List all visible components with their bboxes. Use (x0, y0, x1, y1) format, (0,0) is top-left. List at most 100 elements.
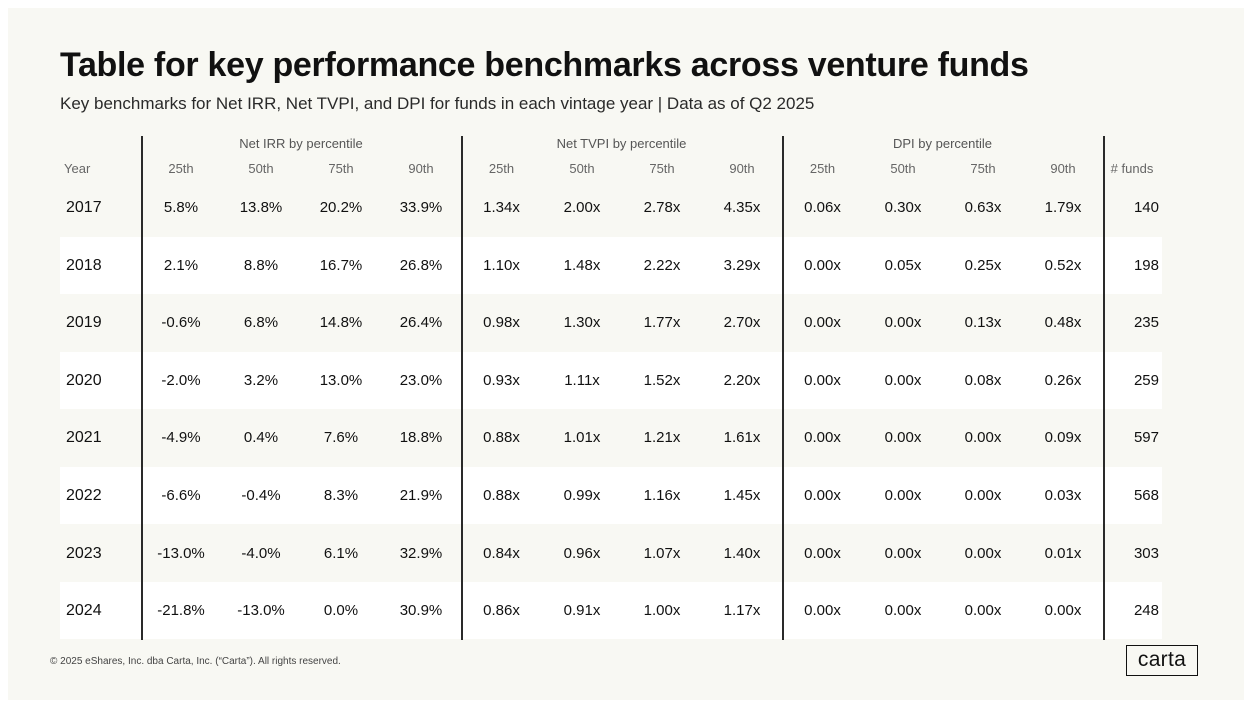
table-cell: 30.9% (399, 602, 443, 620)
percentile-column-header: 25th (809, 161, 836, 176)
table-cell: 0.00x (804, 544, 841, 562)
table-cell: -6.6% (161, 487, 201, 504)
table-cell: 0.63x (964, 199, 1002, 216)
table-cell: 20.2% (319, 199, 363, 216)
table-cell: 13.0% (319, 371, 363, 389)
funds-count-cell: 248 (1133, 602, 1159, 620)
table-cell: 1.48x (563, 256, 601, 274)
table-cell: 6.1% (323, 544, 359, 562)
table-cell: 1.79x (1044, 199, 1082, 216)
table-cell: 2.70x (723, 314, 761, 332)
table-cell: 0.91x (563, 602, 601, 620)
table-cell: 0.08x (964, 371, 1002, 389)
table-cell: 16.7% (319, 256, 363, 274)
table-cell: -4.9% (161, 429, 201, 447)
funds-count-cell: 140 (1133, 199, 1159, 216)
funds-count-cell: 198 (1133, 256, 1159, 274)
funds-count-cell: 568 (1133, 487, 1159, 504)
table-cell: -2.0% (161, 371, 201, 389)
column-divider (782, 136, 784, 640)
table-cell: 0.25x (964, 256, 1002, 274)
table-cell: 1.52x (643, 371, 681, 389)
row-stripe (60, 467, 1162, 524)
table-cell: 4.35x (723, 199, 761, 216)
table-cell: 0.00x (964, 602, 1002, 620)
table-cell: 0.00x (964, 487, 1002, 504)
table-cell: 0.00x (804, 371, 841, 389)
group-header: Net TVPI by percentile (556, 136, 687, 151)
table-cell: 0.01x (1044, 544, 1082, 562)
table-cell: 0.09x (1044, 429, 1082, 447)
table-cell: 0.00x (884, 314, 922, 332)
table-cell: 1.16x (643, 487, 681, 504)
table-cell: 18.8% (399, 429, 443, 447)
table-cell: 23.0% (399, 371, 443, 389)
table-cell: 0.13x (964, 314, 1002, 332)
slide: Table for key performance benchmarks acr… (8, 8, 1244, 700)
row-stripe (60, 582, 1162, 640)
table-cell: 2.00x (563, 199, 601, 216)
row-stripe (60, 351, 1162, 409)
table-cell: 0.52x (1044, 256, 1082, 274)
table-cell: 0.48x (1044, 314, 1082, 332)
table-cell: 0.4% (243, 429, 279, 447)
year-cell: 2017 (66, 199, 102, 216)
table-cell: -0.6% (161, 314, 201, 332)
year-column-header: Year (64, 161, 91, 176)
table-cell: 2.20x (723, 371, 761, 389)
table-cell: -4.0% (241, 544, 281, 562)
percentile-column-header: 50th (248, 161, 274, 176)
table-cell: 2.22x (643, 256, 681, 274)
benchmark-table: Net IRR by percentile Net TVPI by percent… (8, 8, 1244, 700)
table-cell: -13.0% (237, 602, 285, 620)
percentile-column-header: 90th (408, 161, 434, 176)
table-cell: 0.00x (804, 256, 841, 274)
year-cell: 2022 (66, 487, 102, 504)
table-cell: 1.01x (563, 429, 601, 447)
year-cell: 2018 (66, 256, 102, 274)
table-cell: 0.96x (563, 544, 601, 562)
year-cell: 2024 (66, 602, 102, 620)
row-stripe (60, 236, 1162, 294)
table-cell: 14.8% (319, 314, 363, 332)
funds-count-cell: 235 (1133, 314, 1159, 332)
table-cell: 5.8% (163, 199, 199, 216)
group-header: Net IRR by percentile (239, 136, 363, 151)
year-cell: 2020 (66, 371, 102, 389)
table-cell: 0.93x (483, 371, 520, 389)
table-cell: 26.8% (399, 256, 443, 274)
table-cell: 0.03x (1044, 487, 1082, 504)
table-cell: 3.29x (723, 256, 761, 274)
table-cell: 0.00x (884, 544, 922, 562)
percentile-column-header: 90th (729, 161, 755, 176)
table-cell: 0.0% (323, 602, 359, 620)
percentile-column-header: 75th (970, 161, 996, 176)
year-cell: 2021 (66, 429, 102, 447)
table-cell: 0.00x (884, 602, 922, 620)
table-cell: -13.0% (157, 544, 205, 562)
table-cell: 0.06x (804, 199, 841, 216)
table-cell: 0.00x (804, 314, 841, 332)
table-cell: 1.10x (483, 256, 520, 274)
carta-logo: carta (1126, 645, 1198, 676)
table-cell: 32.9% (399, 544, 443, 562)
percentile-column-header: 75th (328, 161, 354, 176)
table-cell: 0.00x (804, 602, 841, 620)
table-cell: 6.8% (243, 314, 279, 332)
funds-column-header: # funds (1110, 161, 1154, 176)
percentile-column-header: 25th (488, 161, 515, 176)
page-title: Table for key performance benchmarks acr… (60, 46, 1029, 84)
column-divider (1103, 136, 1105, 640)
percentile-column-header: 75th (649, 161, 675, 176)
table-cell: 2.78x (643, 199, 681, 216)
table-cell: 0.00x (804, 429, 841, 447)
column-divider (141, 136, 143, 640)
funds-count-cell: 303 (1133, 544, 1159, 562)
table-cell: -21.8% (157, 602, 205, 620)
table-cell: 26.4% (399, 314, 443, 332)
table-cell: 21.9% (399, 487, 443, 504)
percentile-column-header: 25th (168, 161, 194, 176)
group-header: DPI by percentile (893, 136, 992, 151)
table-cell: 0.99x (563, 487, 601, 504)
funds-count-cell: 597 (1133, 429, 1159, 447)
